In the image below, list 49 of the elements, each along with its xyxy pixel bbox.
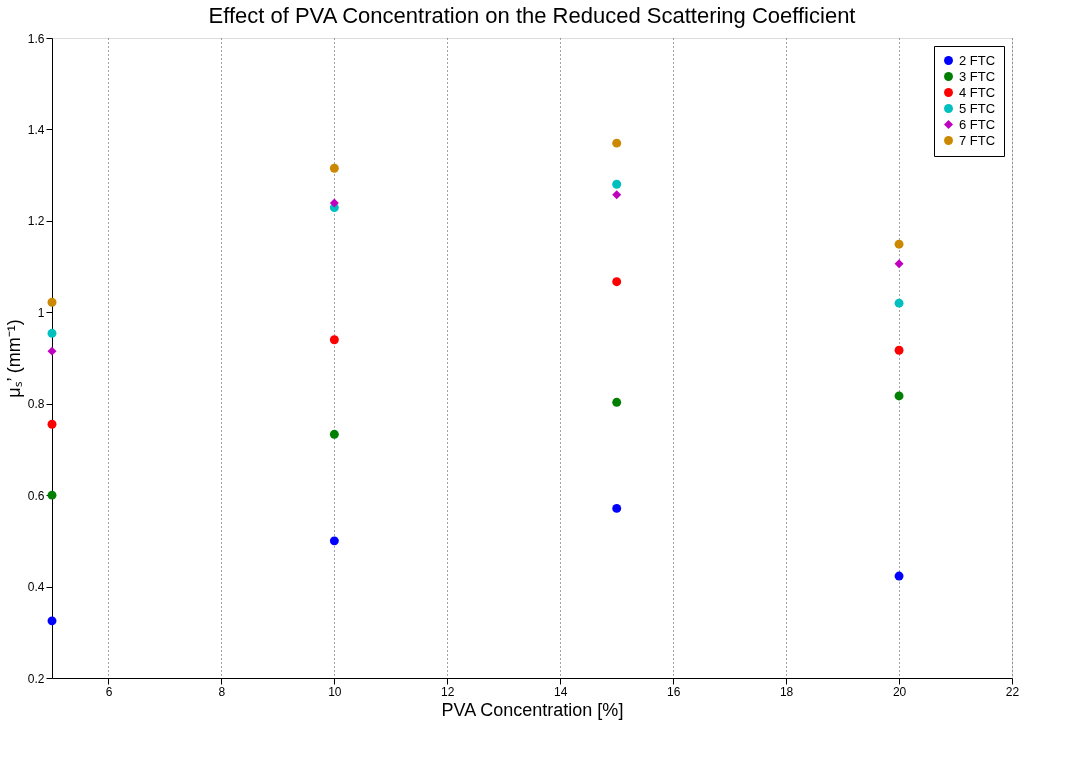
legend-label: 5 FTC — [959, 100, 996, 116]
x-tick-label: 6 — [105, 684, 113, 699]
point — [894, 259, 904, 269]
legend-label: 4 FTC — [959, 84, 996, 100]
point — [329, 198, 339, 208]
point — [47, 616, 57, 626]
y-tick-label: 0.6 — [27, 488, 45, 503]
legend-label: 3 FTC — [959, 68, 996, 84]
y-tick-label: 0.4 — [27, 580, 45, 595]
point — [329, 429, 339, 439]
legend-label: 6 FTC — [959, 116, 996, 132]
chart-title: Effect of PVA Concentration on the Reduced Scattering Coefficient — [208, 3, 856, 28]
y-tick-label: 0.2 — [27, 671, 45, 686]
x-tick-label: 22 — [1005, 684, 1020, 699]
x-tick-label: 14 — [554, 684, 568, 699]
y-tick-label: 1.6 — [27, 31, 45, 46]
point — [47, 328, 57, 338]
x-tick-label: 20 — [892, 684, 907, 699]
y-tick-label: 1 — [37, 305, 45, 320]
legend-label: 7 FTC — [959, 132, 996, 148]
point — [894, 239, 904, 249]
point — [612, 503, 622, 513]
y-axis-title: μₛ’ (mm⁻¹) — [3, 319, 24, 398]
point — [47, 419, 57, 429]
point — [612, 138, 622, 148]
point — [612, 190, 622, 200]
point — [612, 179, 622, 189]
x-tick-label: 18 — [779, 684, 794, 699]
point — [894, 391, 904, 401]
x-tick-label: 10 — [328, 684, 342, 699]
x-tick-label: 8 — [218, 684, 226, 699]
point — [612, 277, 622, 287]
y-tick-label: 0.8 — [27, 397, 45, 412]
point — [894, 298, 904, 308]
y-tick-label: 1.2 — [27, 214, 45, 229]
point — [894, 571, 904, 581]
x-tick-label: 16 — [667, 684, 681, 699]
point — [47, 346, 57, 356]
legend-label: 2 FTC — [959, 52, 996, 68]
point — [894, 345, 904, 355]
point — [329, 536, 339, 546]
point — [329, 335, 339, 345]
point — [612, 397, 622, 407]
x-axis-title: PVA Concentration [%] — [441, 699, 624, 720]
point — [47, 297, 57, 307]
point — [329, 163, 339, 173]
y-tick-label: 1.4 — [27, 122, 45, 137]
x-tick-label: 12 — [441, 684, 455, 699]
point — [47, 490, 57, 500]
